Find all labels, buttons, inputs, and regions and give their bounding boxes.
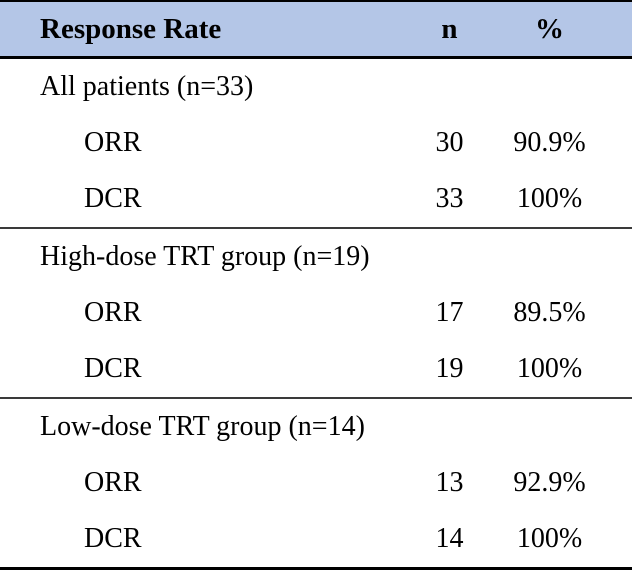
row-pct-value: 100% — [516, 353, 583, 384]
row-pct-value: 100% — [516, 183, 583, 214]
section-high-dose: High-dose TRT group (n=19) ORR 17 89.5% … — [0, 229, 632, 399]
group-label: All patients (n=33) — [40, 73, 254, 101]
header-response-rate: Response Rate — [40, 14, 222, 44]
table-header-row: Response Rate n % — [0, 2, 632, 59]
header-percent: % — [535, 12, 564, 45]
table-row-orr: ORR 13 92.9% — [0, 455, 632, 511]
group-label-row: Low-dose TRT group (n=14) — [0, 399, 632, 455]
row-label: ORR — [84, 129, 142, 157]
row-n-value: 17 — [435, 297, 464, 328]
group-label: Low-dose TRT group (n=14) — [40, 413, 365, 441]
table-row-orr: ORR 30 90.9% — [0, 115, 632, 171]
group-label-row: High-dose TRT group (n=19) — [0, 229, 632, 285]
row-label: ORR — [84, 299, 142, 327]
row-label: DCR — [84, 525, 142, 553]
group-label: High-dose TRT group (n=19) — [40, 243, 370, 271]
table-row-orr: ORR 17 89.5% — [0, 285, 632, 341]
row-pct-value: 90.9% — [513, 127, 586, 158]
row-n-value: 19 — [435, 353, 464, 384]
table-row-dcr: DCR 14 100% — [0, 511, 632, 567]
row-n-value: 30 — [435, 127, 464, 158]
row-n-value: 14 — [435, 523, 464, 554]
row-n-value: 33 — [435, 183, 464, 214]
row-n-value: 13 — [435, 467, 464, 498]
table-row-dcr: DCR 33 100% — [0, 171, 632, 227]
header-n: n — [441, 12, 458, 45]
table-row-dcr: DCR 19 100% — [0, 341, 632, 397]
row-pct-value: 100% — [516, 523, 583, 554]
row-label: DCR — [84, 355, 142, 383]
section-low-dose: Low-dose TRT group (n=14) ORR 13 92.9% D… — [0, 399, 632, 570]
group-label-row: All patients (n=33) — [0, 59, 632, 115]
row-pct-value: 92.9% — [513, 467, 586, 498]
row-label: ORR — [84, 469, 142, 497]
row-label: DCR — [84, 185, 142, 213]
section-all-patients: All patients (n=33) ORR 30 90.9% DCR 33 … — [0, 59, 632, 229]
row-pct-value: 89.5% — [513, 297, 586, 328]
